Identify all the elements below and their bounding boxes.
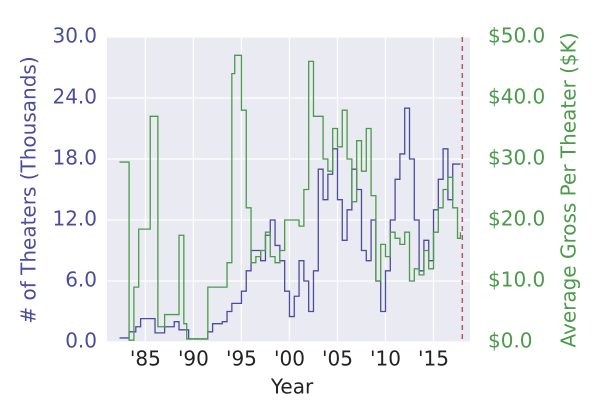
x-tick-label: '90: [178, 347, 209, 371]
step-line: [119, 107, 461, 340]
y-tick-label: 30.0: [52, 24, 97, 48]
x-tick-label: '85: [130, 347, 161, 371]
x-tick-label: '95: [226, 347, 257, 371]
y-axis-label: # of Theaters (Thousands): [17, 56, 41, 323]
y-tick-label: 18.0: [52, 146, 97, 170]
y-tick-label: 6.0: [65, 268, 97, 292]
x-tick-label: '15: [418, 347, 449, 371]
y-tick-label: 12.0: [52, 207, 97, 231]
plot-area: [107, 37, 470, 342]
x-tick-label: '00: [274, 347, 305, 371]
y2-tick-label: $40.0: [488, 85, 545, 109]
x-axis-label: Year: [270, 375, 314, 399]
y2-tick-label: $0.0: [488, 329, 533, 353]
y2-tick-label: $50.0: [488, 24, 545, 48]
x-tick-label: '05: [322, 347, 353, 371]
x-tick-label: '10: [370, 347, 401, 371]
y2-axis-label: Average Gross Per Theater ($K): [557, 32, 581, 347]
y2-tick-label: $10.0: [488, 268, 545, 292]
y-tick-label: 24.0: [52, 85, 97, 109]
y2-tick-label: $30.0: [488, 146, 545, 170]
y2-tick-label: $20.0: [488, 207, 545, 231]
y-tick-label: 0.0: [65, 329, 97, 353]
step-line: [119, 54, 462, 341]
